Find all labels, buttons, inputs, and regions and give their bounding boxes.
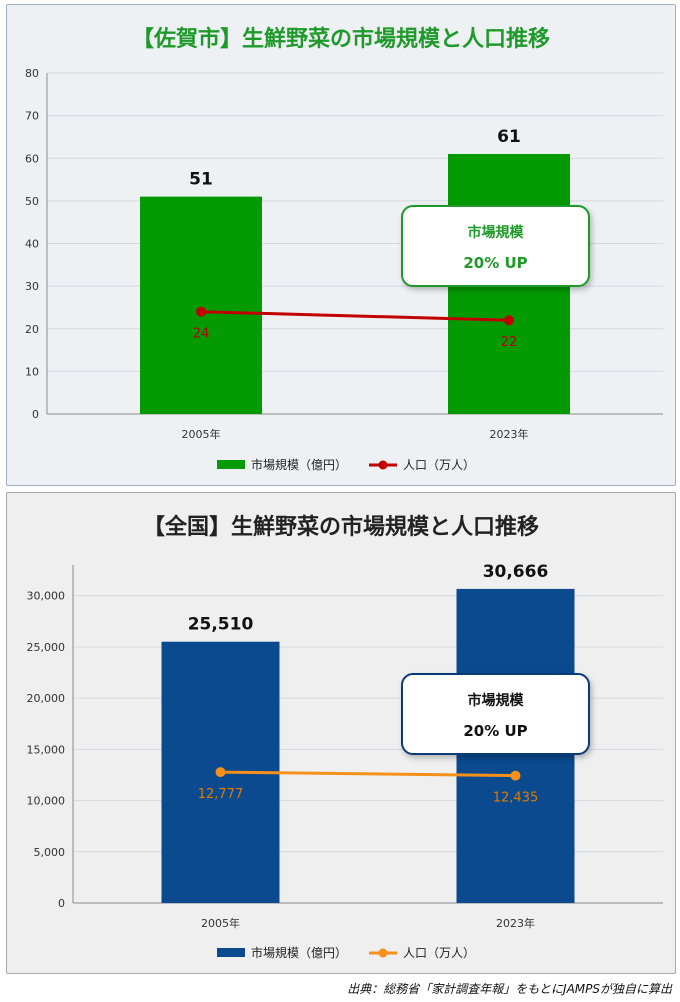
callout-label: 市場規模 bbox=[467, 693, 524, 709]
y-tick-label: 10 bbox=[25, 365, 39, 378]
y-tick-label: 30,000 bbox=[27, 590, 66, 603]
y-tick-label: 0 bbox=[32, 408, 39, 421]
callout-value: 20% UP bbox=[463, 254, 528, 272]
line-series-population bbox=[200, 310, 510, 322]
x-tick-label: 2023年 bbox=[490, 427, 529, 441]
callout-value: 20% UP bbox=[463, 722, 528, 740]
callout-label: 市場規模 bbox=[467, 225, 524, 241]
y-tick-label: 40 bbox=[25, 238, 39, 251]
chart-title: 【全国】生鮮野菜の市場規模と人口推移 bbox=[142, 515, 539, 540]
y-tick-label: 60 bbox=[25, 152, 39, 165]
y-tick-label: 5,000 bbox=[34, 846, 66, 859]
saga-chart-svg: 0 10 20 30 40 50 60 70 80 51 61 2005年 2023年 24 22 市場規模（… bbox=[25, 67, 663, 472]
y-tick-label: 15,000 bbox=[27, 743, 66, 756]
x-tick-label: 2023年 bbox=[496, 916, 535, 930]
line-point bbox=[196, 306, 206, 317]
legend-bar-label: 市場規模（億円） bbox=[251, 945, 347, 960]
line-value-label: 24 bbox=[193, 327, 210, 342]
y-tick-label: 0 bbox=[58, 897, 65, 910]
legend-line-marker bbox=[378, 460, 388, 470]
legend-bar-swatch bbox=[217, 948, 245, 957]
legend-bar-label: 市場規模（億円） bbox=[251, 457, 347, 472]
bar-value-label: 61 bbox=[497, 127, 521, 147]
line-value-label: 12,777 bbox=[198, 787, 244, 802]
y-tick-label: 20 bbox=[25, 323, 39, 336]
legend-line-marker bbox=[378, 948, 388, 958]
legend-line-label: 人口（万人） bbox=[403, 458, 475, 472]
y-tick-label: 30 bbox=[25, 280, 39, 293]
x-tick-label: 2005年 bbox=[201, 916, 240, 930]
bar-value-label: 25,510 bbox=[188, 615, 254, 635]
y-tick-label: 10,000 bbox=[27, 795, 66, 808]
source-note: 出典：総務省「家計調査年報」をもとにJAMPSが独自に算出 bbox=[347, 982, 672, 996]
legend-line-label: 人口（万人） bbox=[403, 946, 475, 960]
y-tick-label: 25,000 bbox=[27, 641, 66, 654]
national-chart-panel: 【全国】生鮮野菜の市場規模と人口推移 0 5,000 10,000 15,000 20,… bbox=[6, 492, 676, 974]
saga-chart-panel: 【佐賀市】生鮮野菜の市場規模と人口推移 0 10 20 30 40 50 60 70 80 51 6… bbox=[6, 4, 676, 486]
chart-title: 【佐賀市】生鮮野菜の市場規模と人口推移 bbox=[131, 27, 550, 52]
y-tick-label: 50 bbox=[25, 195, 39, 208]
line-point bbox=[504, 315, 514, 326]
y-tick-label: 20,000 bbox=[27, 692, 66, 705]
bar-2005年 bbox=[140, 196, 262, 414]
market-growth-callout: 市場規模 20% UP bbox=[401, 205, 590, 287]
line-value-label: 22 bbox=[501, 335, 518, 350]
line-series-population bbox=[220, 770, 516, 778]
bar-value-label: 30,666 bbox=[483, 562, 549, 582]
bar-value-label: 51 bbox=[189, 170, 213, 190]
line-value-label: 12,435 bbox=[493, 791, 539, 806]
y-tick-label: 70 bbox=[25, 110, 39, 123]
market-growth-callout: 市場規模 20% UP bbox=[401, 673, 590, 755]
legend-bar-swatch bbox=[217, 460, 245, 469]
line-point bbox=[215, 767, 226, 778]
line-point bbox=[510, 770, 521, 781]
x-tick-label: 2005年 bbox=[182, 427, 221, 441]
y-tick-label: 80 bbox=[25, 67, 39, 80]
